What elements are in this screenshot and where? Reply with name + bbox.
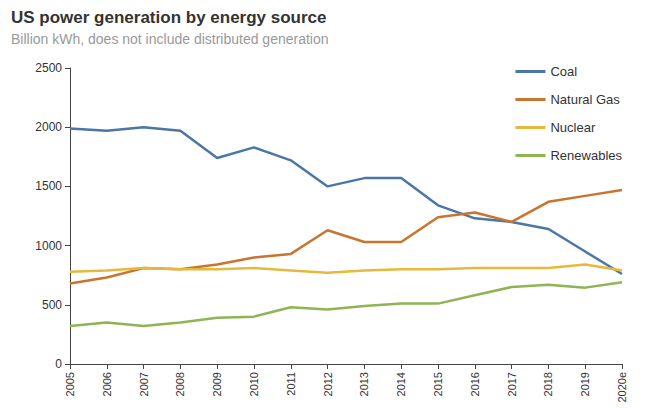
svg-text:2012: 2012 xyxy=(322,372,334,396)
svg-text:2013: 2013 xyxy=(358,372,370,396)
svg-text:US power generation by energy: US power generation by energy source xyxy=(11,8,327,27)
svg-text:0: 0 xyxy=(55,357,62,371)
svg-text:2019: 2019 xyxy=(579,372,591,396)
svg-text:2015: 2015 xyxy=(432,372,444,396)
svg-text:Coal: Coal xyxy=(550,64,577,79)
svg-text:500: 500 xyxy=(42,298,62,312)
svg-text:2007: 2007 xyxy=(138,372,150,396)
svg-text:2500: 2500 xyxy=(35,61,62,75)
svg-text:Natural Gas: Natural Gas xyxy=(550,92,620,107)
svg-text:1000: 1000 xyxy=(35,239,62,253)
svg-text:2010: 2010 xyxy=(248,372,260,396)
svg-text:Nuclear: Nuclear xyxy=(550,120,595,135)
svg-text:2014: 2014 xyxy=(395,372,407,396)
svg-text:2011: 2011 xyxy=(285,372,297,396)
svg-text:Renewables: Renewables xyxy=(550,148,622,163)
svg-text:2008: 2008 xyxy=(174,372,186,396)
svg-text:2016: 2016 xyxy=(469,372,481,396)
svg-text:2020e: 2020e xyxy=(616,372,628,403)
svg-text:Billion kWh, does not include: Billion kWh, does not include distribute… xyxy=(11,31,329,47)
svg-text:2009: 2009 xyxy=(211,372,223,396)
svg-text:1500: 1500 xyxy=(35,179,62,193)
svg-text:2006: 2006 xyxy=(101,372,113,396)
svg-text:2000: 2000 xyxy=(35,120,62,134)
svg-text:2005: 2005 xyxy=(64,372,76,396)
svg-text:2018: 2018 xyxy=(542,372,554,396)
svg-text:2017: 2017 xyxy=(506,372,518,396)
